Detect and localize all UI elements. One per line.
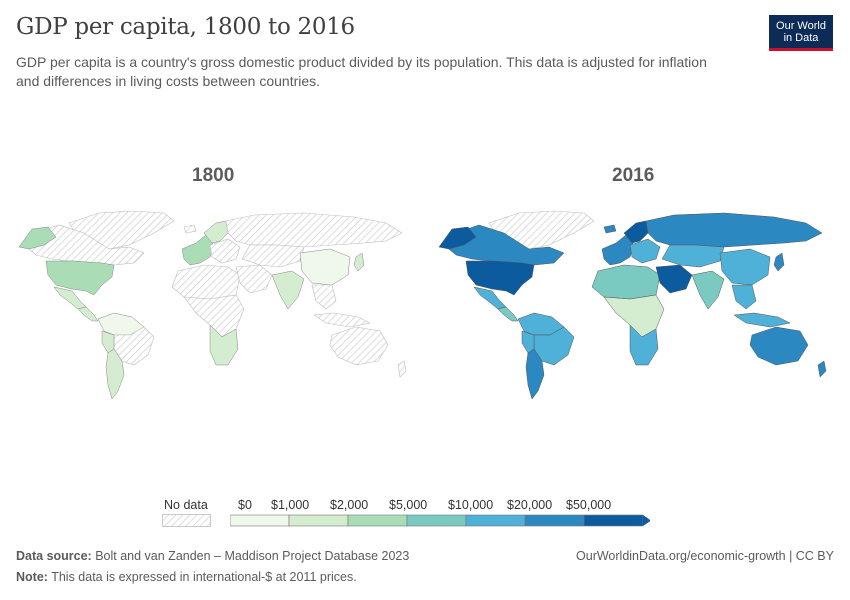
- region-andes[interactable]: [101, 330, 115, 354]
- region-central-america[interactable]: [497, 306, 519, 322]
- logo-line-2: in Data: [783, 32, 819, 44]
- region-india[interactable]: [271, 270, 305, 310]
- legend-tick-label-5: $20,000: [507, 498, 553, 512]
- region-indonesia[interactable]: [313, 312, 371, 328]
- legend-bin-5[interactable]: [524, 514, 585, 527]
- chart-subtitle: GDP per capita is a country's gross dome…: [16, 54, 707, 89]
- region-china[interactable]: [299, 248, 351, 286]
- region-alaska[interactable]: [438, 226, 477, 250]
- region-andes[interactable]: [521, 330, 535, 354]
- region-alaska[interactable]: [18, 226, 57, 250]
- legend-color-bins[interactable]: [230, 514, 650, 528]
- region-central-asia[interactable]: [661, 244, 725, 268]
- legend-bin-2[interactable]: [347, 514, 408, 527]
- region-central-asia[interactable]: [241, 244, 305, 268]
- legend-tick-label-3: $5,000: [389, 498, 428, 512]
- region-southeast-asia[interactable]: [311, 284, 337, 310]
- region-middle-east[interactable]: [655, 264, 693, 294]
- legend-tick-label-6: $50,000: [566, 498, 612, 512]
- legend-no-data-swatch[interactable]: [162, 514, 212, 528]
- region-australia[interactable]: [329, 326, 389, 366]
- footer-source-text[interactable]: Bolt and van Zanden – Maddison Project D…: [95, 549, 410, 563]
- footer-note-label: Note:: [16, 570, 48, 584]
- map-year-1800: 1800: [192, 165, 235, 186]
- legend-no-data-label: No data: [164, 498, 208, 512]
- region-europe-west[interactable]: [181, 234, 215, 266]
- region-china[interactable]: [719, 248, 771, 286]
- owid-logo[interactable]: Our World in Data: [769, 15, 833, 51]
- region-usa[interactable]: [45, 260, 115, 296]
- region-north-africa[interactable]: [591, 264, 661, 300]
- legend-tick-label-4: $10,000: [448, 498, 494, 512]
- footer-link[interactable]: OurWorldinData.org/economic-growth | CC …: [576, 549, 834, 563]
- region-russia[interactable]: [225, 212, 403, 248]
- region-new-zealand[interactable]: [817, 360, 827, 378]
- legend-bin-1[interactable]: [288, 514, 349, 527]
- footer-note-text: This data is expressed in international-…: [51, 570, 357, 584]
- chart-title: GDP per capita, 1800 to 2016: [16, 14, 355, 40]
- legend-arrow: [643, 515, 650, 526]
- legend-bin-6[interactable]: [583, 514, 644, 527]
- region-europe-east[interactable]: [209, 238, 241, 264]
- region-europe-west[interactable]: [601, 234, 635, 266]
- region-japan[interactable]: [773, 252, 785, 272]
- region-iceland[interactable]: [183, 224, 197, 234]
- region-southern-africa[interactable]: [629, 324, 659, 366]
- region-usa[interactable]: [465, 260, 535, 296]
- region-central-america[interactable]: [77, 306, 99, 322]
- region-europe-east[interactable]: [629, 238, 661, 264]
- legend-bin-3[interactable]: [406, 514, 467, 527]
- region-north-africa[interactable]: [171, 264, 241, 300]
- region-iceland[interactable]: [603, 224, 617, 234]
- region-southern-cone[interactable]: [105, 348, 125, 400]
- world-map-2016[interactable]: [434, 205, 834, 405]
- footer-source-label: Data source:: [16, 549, 92, 563]
- footer-source: Data source: Bolt and van Zanden – Maddi…: [16, 549, 409, 563]
- logo-line-1: Our World: [776, 20, 826, 32]
- map-year-2016: 2016: [612, 165, 655, 186]
- region-india[interactable]: [691, 270, 725, 310]
- region-japan[interactable]: [353, 252, 365, 272]
- region-southern-africa[interactable]: [209, 324, 239, 366]
- region-new-zealand[interactable]: [397, 360, 407, 378]
- legend-tick-label-1: $1,000: [271, 498, 310, 512]
- legend-tick-label-0: $0: [238, 498, 252, 512]
- legend-bin-0[interactable]: [230, 514, 290, 527]
- region-indonesia[interactable]: [733, 312, 791, 328]
- legend-tick-label-2: $2,000: [330, 498, 369, 512]
- region-russia[interactable]: [645, 212, 823, 248]
- footer-note: Note: This data is expressed in internat…: [16, 570, 357, 584]
- world-map-1800[interactable]: [14, 205, 414, 405]
- region-southern-cone[interactable]: [525, 348, 545, 400]
- legend-bin-4[interactable]: [465, 514, 526, 527]
- region-australia[interactable]: [749, 326, 809, 366]
- region-middle-east[interactable]: [235, 264, 273, 294]
- region-southeast-asia[interactable]: [731, 284, 757, 310]
